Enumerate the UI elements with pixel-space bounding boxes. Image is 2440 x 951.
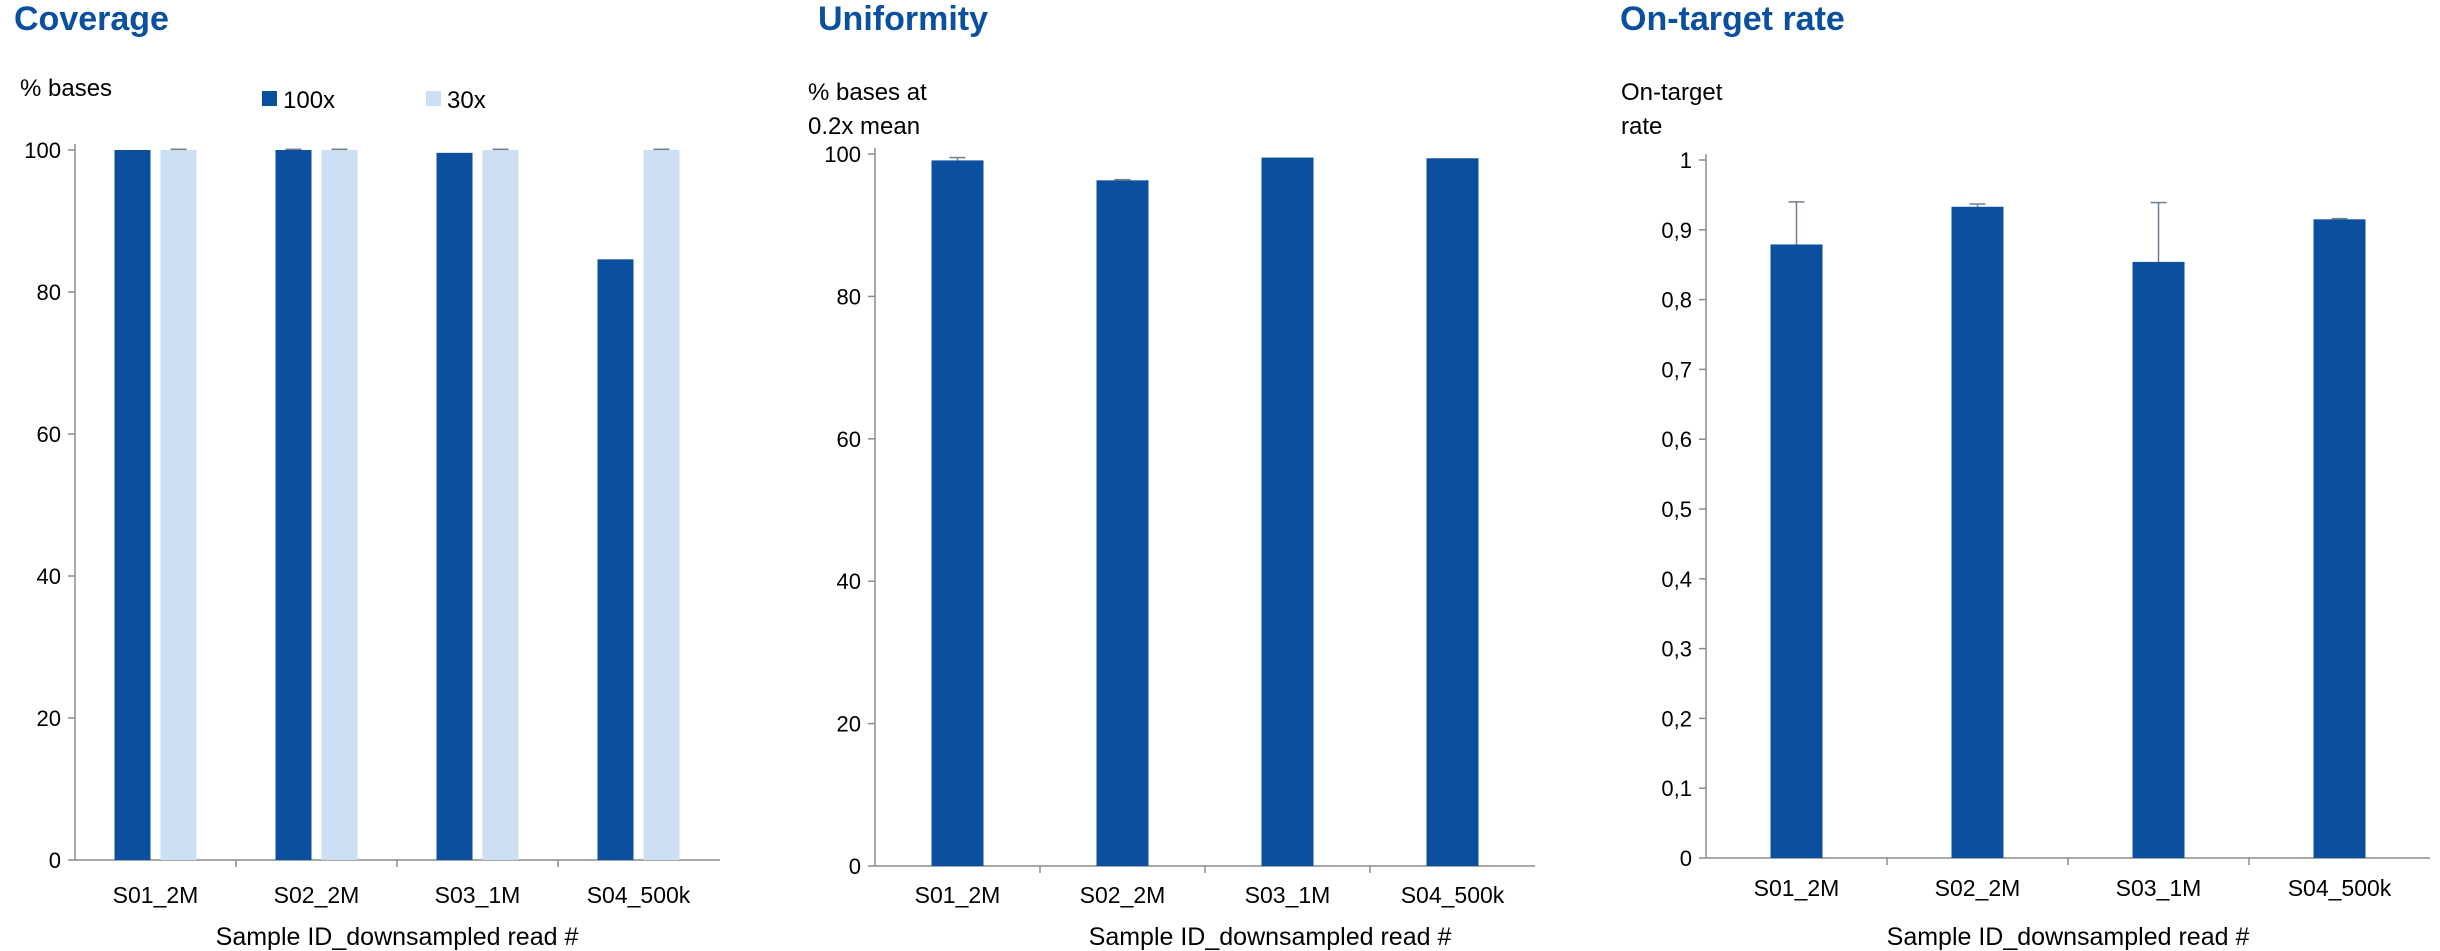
y-axis-label-line-1: On-target bbox=[1621, 79, 1723, 106]
y-tick-label: 0,2 bbox=[1661, 706, 1692, 731]
bar-S03_1M-series-2 bbox=[482, 150, 519, 860]
bar-S04_500k-series-2 bbox=[643, 150, 680, 860]
legend-label-100x: 100x bbox=[283, 87, 335, 114]
y-axis-label-line-1: % bases bbox=[20, 75, 112, 102]
bar-S03_1M-series-1 bbox=[1261, 157, 1314, 866]
y-tick-label: 0 bbox=[1680, 846, 1692, 871]
y-tick-label: 20 bbox=[37, 706, 61, 731]
bar-S02_2M-series-1 bbox=[1951, 206, 2004, 859]
x-category-label: S03_1M bbox=[2116, 875, 2202, 901]
y-tick-label: 100 bbox=[824, 142, 861, 167]
bar-S04_500k-series-1 bbox=[2313, 219, 2366, 858]
x-axis-label: Sample ID_downsampled read # bbox=[216, 923, 579, 951]
x-category-label: S03_1M bbox=[1245, 882, 1331, 908]
y-tick-label: 0,3 bbox=[1661, 637, 1692, 662]
chart-title: Coverage bbox=[14, 0, 169, 38]
bar-S04_500k-series-1 bbox=[1426, 158, 1479, 867]
chart-panel-2: Uniformity % bases at 0.2x mean 0 20 40 60 80 10… bbox=[808, 0, 1535, 951]
x-category-label: S01_2M bbox=[113, 882, 199, 908]
bar-S02_2M-series-2 bbox=[321, 150, 358, 860]
y-tick-label: 20 bbox=[837, 712, 861, 737]
x-category-label: S02_2M bbox=[1080, 882, 1166, 908]
legend-swatch-100x bbox=[262, 91, 277, 106]
bar-S03_1M-series-1 bbox=[436, 152, 473, 861]
y-tick-label: 40 bbox=[37, 564, 61, 589]
y-tick-label: 0,4 bbox=[1661, 567, 1692, 592]
bar-S04_500k-series-1 bbox=[597, 259, 634, 861]
x-axis-label: Sample ID_downsampled read # bbox=[1887, 923, 2250, 951]
y-tick-label: 0,9 bbox=[1661, 218, 1692, 243]
bar-S01_2M-series-1 bbox=[1770, 244, 1823, 858]
chart-title: On-target rate bbox=[1620, 0, 1845, 38]
y-tick-label: 1 bbox=[1680, 148, 1692, 173]
bar-S01_2M-series-2 bbox=[160, 150, 197, 860]
x-category-label: S04_500k bbox=[587, 882, 691, 908]
y-tick-label: 0,8 bbox=[1661, 288, 1692, 313]
x-category-label: S01_2M bbox=[915, 882, 1001, 908]
y-tick-label: 100 bbox=[24, 138, 61, 163]
bar-S02_2M-series-1 bbox=[1096, 180, 1149, 866]
x-category-label: S02_2M bbox=[274, 882, 360, 908]
y-tick-label: 40 bbox=[837, 569, 861, 594]
bar-S03_1M-series-1 bbox=[2132, 261, 2185, 859]
y-tick-label: 60 bbox=[837, 427, 861, 452]
y-axis-label-line-2: rate bbox=[1621, 113, 1662, 140]
x-category-label: S04_500k bbox=[2288, 875, 2392, 901]
y-tick-label: 60 bbox=[37, 422, 61, 447]
chart-title: Uniformity bbox=[818, 0, 988, 38]
x-category-label: S03_1M bbox=[435, 882, 521, 908]
x-category-label: S01_2M bbox=[1754, 875, 1840, 901]
bar-S01_2M-series-1 bbox=[931, 160, 984, 866]
legend-swatch-30x bbox=[426, 91, 441, 106]
y-tick-label: 0,5 bbox=[1661, 497, 1692, 522]
legend-label-30x: 30x bbox=[447, 87, 486, 114]
y-tick-label: 0,1 bbox=[1661, 776, 1692, 801]
y-tick-label: 0 bbox=[849, 854, 861, 879]
chart-panel-1: Coverage % bases 0 20 40 60 80 100 S01_2M S02_2M S… bbox=[14, 0, 720, 951]
y-tick-label: 80 bbox=[837, 284, 861, 309]
y-tick-label: 0,7 bbox=[1661, 357, 1692, 382]
x-category-label: S04_500k bbox=[1401, 882, 1505, 908]
y-axis-label-line-1: % bases at bbox=[808, 79, 927, 106]
x-axis-label: Sample ID_downsampled read # bbox=[1089, 923, 1452, 951]
x-category-label: S02_2M bbox=[1935, 875, 2021, 901]
y-axis-label-line-2: 0.2x mean bbox=[808, 113, 920, 140]
y-tick-label: 0,6 bbox=[1661, 427, 1692, 452]
chart-panel-3: On-target rate On-target rate 0 0,1 0,2 0,3 0,4… bbox=[1620, 0, 2430, 951]
bar-S01_2M-series-1 bbox=[114, 150, 151, 860]
bar-S02_2M-series-1 bbox=[275, 150, 312, 860]
y-tick-label: 0 bbox=[49, 848, 61, 873]
y-tick-label: 80 bbox=[37, 280, 61, 305]
